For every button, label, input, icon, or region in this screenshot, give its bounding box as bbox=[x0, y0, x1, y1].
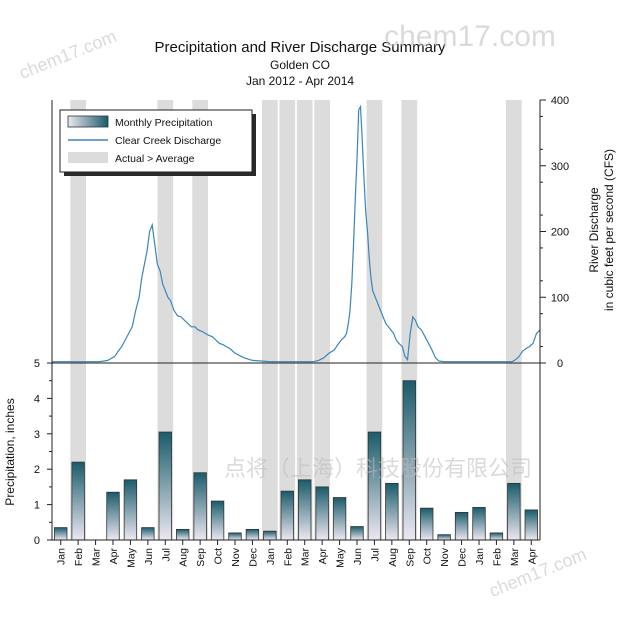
month-label-26: Mar bbox=[509, 548, 521, 567]
precip-bar-4 bbox=[123, 479, 138, 541]
precip-bar-25 bbox=[489, 532, 504, 541]
axes bbox=[51, 100, 541, 541]
precip-bar-27 bbox=[524, 509, 538, 541]
precip-bar-24 bbox=[472, 507, 486, 541]
discharge-axis-unit-label: in cubic feet per second (CFS) bbox=[602, 149, 616, 311]
shade-band-jul-6 bbox=[157, 100, 174, 540]
precip-tick-label-2: 2 bbox=[34, 464, 40, 476]
precip-bar-9 bbox=[210, 500, 225, 541]
legend-swatch-above-average bbox=[68, 152, 108, 163]
month-label-1: Feb bbox=[73, 548, 85, 566]
precip-bar-8 bbox=[193, 472, 207, 541]
month-label-27: Apr bbox=[526, 548, 538, 565]
month-label-7: Aug bbox=[178, 548, 190, 567]
month-label-9: Oct bbox=[213, 548, 225, 564]
legend-label-above-average: Actual > Average bbox=[115, 153, 195, 165]
discharge-tick-label-200: 200 bbox=[551, 227, 569, 239]
precip-tick-label-4: 4 bbox=[34, 393, 40, 405]
month-label-24: Jan bbox=[474, 548, 486, 565]
discharge-ticks: 0 100 200 300 400 bbox=[540, 95, 569, 370]
month-label-2: Mar bbox=[91, 548, 103, 567]
shade-band-apr-15 bbox=[314, 100, 330, 540]
month-label-4: May bbox=[125, 547, 137, 568]
legend-label-discharge: Clear Creek Discharge bbox=[115, 135, 221, 147]
discharge-axis-label: River Discharge bbox=[587, 187, 601, 273]
precip-bar-10 bbox=[228, 532, 242, 541]
month-label-10: Nov bbox=[230, 547, 242, 566]
precip-bar-13 bbox=[280, 490, 294, 541]
precip-bar-6 bbox=[158, 431, 172, 541]
precip-tick-label-1: 1 bbox=[34, 500, 40, 512]
month-label-0: Jan bbox=[56, 548, 68, 565]
precipitation-ticks: 0 1 2 3 4 5 bbox=[34, 358, 52, 547]
precip-bar-0 bbox=[54, 527, 68, 541]
discharge-line-layer bbox=[52, 104, 541, 363]
month-label-19: Aug bbox=[387, 548, 399, 567]
shade-band-jul-18 bbox=[366, 100, 383, 540]
precip-bar-22 bbox=[437, 534, 451, 541]
discharge-tick-label-100: 100 bbox=[551, 292, 569, 304]
month-label-8: Sep bbox=[195, 548, 207, 567]
precip-bar-26 bbox=[507, 482, 521, 541]
precip-bar-7 bbox=[176, 528, 190, 541]
precip-bar-16 bbox=[332, 497, 347, 541]
month-label-14: Mar bbox=[300, 548, 312, 567]
watermark-center: 点将（上海）科技股份有限公司 bbox=[224, 456, 532, 481]
month-label-17: Jun bbox=[352, 548, 364, 565]
shade-band-feb-13 bbox=[279, 100, 296, 540]
month-label-21: Oct bbox=[422, 548, 434, 564]
month-label-22: Nov bbox=[439, 547, 451, 566]
discharge-line bbox=[52, 104, 541, 363]
legend-label-precipitation: Monthly Precipitation bbox=[115, 117, 213, 129]
month-label-13: Feb bbox=[282, 548, 294, 566]
shade-band-feb-1 bbox=[70, 100, 86, 540]
precip-bar-17 bbox=[350, 526, 364, 541]
discharge-tick-label-300: 300 bbox=[551, 161, 569, 173]
month-label-5: Jun bbox=[143, 548, 155, 565]
legend: Monthly Precipitation Clear Creek Discha… bbox=[59, 109, 256, 176]
precip-tick-label-3: 3 bbox=[34, 429, 40, 441]
chart-date-range: Jan 2012 - Apr 2014 bbox=[246, 74, 354, 88]
precipitation-axis-label: Precipitation, inches bbox=[3, 398, 17, 505]
discharge-tick-label-0: 0 bbox=[557, 358, 563, 370]
legend-swatch-precipitation bbox=[67, 115, 109, 128]
month-label-15: Apr bbox=[317, 548, 329, 565]
month-label-20: Sep bbox=[404, 548, 416, 567]
precip-bar-11 bbox=[245, 528, 260, 541]
shade-band-sep-8 bbox=[192, 100, 208, 540]
precip-bar-19 bbox=[385, 482, 399, 541]
precip-bar-18 bbox=[367, 431, 382, 541]
month-label-23: Dec bbox=[457, 548, 469, 567]
precip-bar-21 bbox=[420, 507, 434, 541]
precip-bar-23 bbox=[454, 511, 469, 541]
precip-bar-12 bbox=[263, 530, 277, 541]
month-label-6: Jul bbox=[160, 548, 172, 561]
chart-subtitle: Golden CO bbox=[270, 58, 330, 72]
shade-band-mar-26 bbox=[506, 100, 522, 540]
shade-band-jan-12 bbox=[262, 100, 278, 540]
watermark-top-left: chem17.com bbox=[16, 26, 119, 83]
shade-band-mar-14 bbox=[296, 100, 313, 540]
month-label-25: Feb bbox=[491, 548, 503, 566]
watermark-top-right: chem17.com bbox=[384, 20, 556, 53]
month-label-18: Jul bbox=[369, 548, 381, 561]
month-ticks: Jan Feb Mar Apr May Jun Jul Aug Sep Oct Nov Dec Jan F… bbox=[56, 540, 538, 568]
chart-title: Precipitation and River Discharge Summar… bbox=[155, 39, 446, 56]
precip-bar-1 bbox=[71, 461, 85, 541]
precip-bar-15 bbox=[315, 486, 329, 541]
precip-bar-14 bbox=[298, 479, 312, 541]
month-label-3: Apr bbox=[108, 548, 120, 565]
precip-tick-label-0: 0 bbox=[34, 535, 40, 547]
discharge-tick-label-400: 400 bbox=[551, 95, 569, 107]
month-label-11: Dec bbox=[247, 548, 259, 567]
precip-tick-label-5: 5 bbox=[34, 358, 40, 370]
precip-bar-3 bbox=[106, 491, 120, 541]
month-label-12: Jan bbox=[265, 548, 277, 565]
precip-bar-5 bbox=[141, 527, 155, 541]
month-label-16: May bbox=[335, 547, 347, 568]
